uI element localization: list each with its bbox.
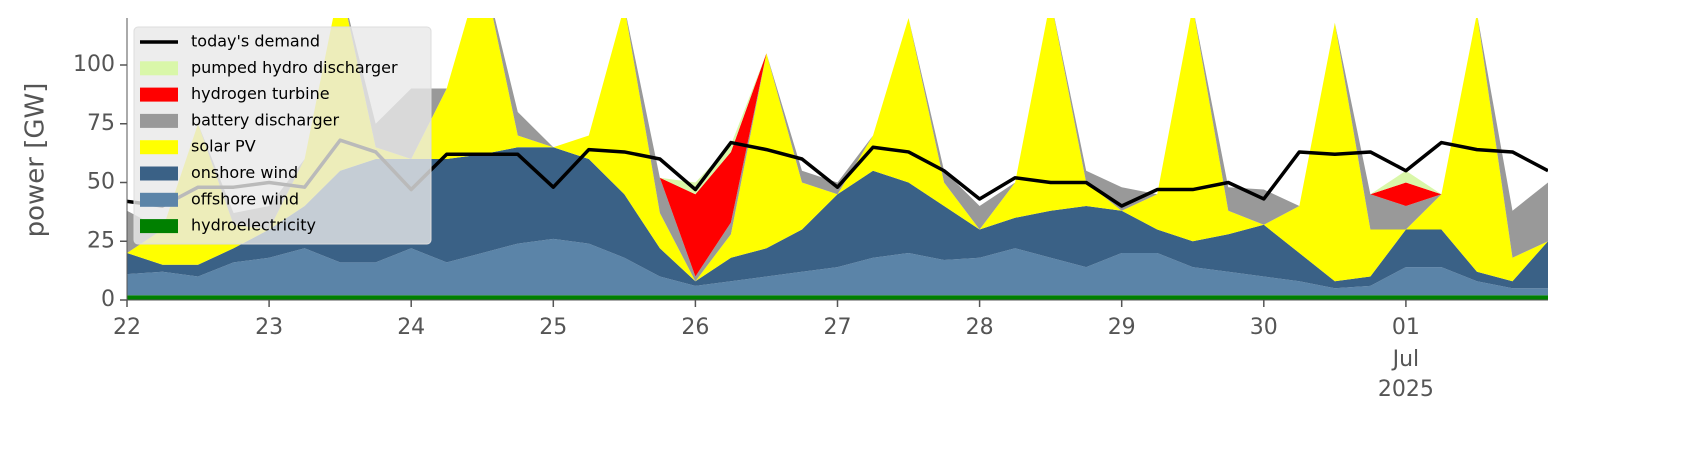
- legend-label: battery discharger: [191, 110, 339, 129]
- x-tick-label: 23: [255, 315, 283, 340]
- legend-label: offshore wind: [191, 189, 299, 208]
- x-tick-label: 27: [824, 315, 852, 340]
- area: [127, 18, 1548, 282]
- legend: today's demand pumped hydro discharger hyd…: [133, 26, 432, 245]
- legend-swatch: [140, 140, 178, 155]
- y-tick-label: 75: [87, 111, 115, 136]
- x-tick-label: 30: [1250, 315, 1278, 340]
- legend-swatch: [140, 166, 178, 181]
- legend-label: hydroelectricity: [191, 216, 316, 235]
- legend-swatch: [140, 192, 178, 207]
- y-tick-label: 25: [87, 228, 115, 253]
- legend-box: [133, 26, 432, 245]
- y-tick-label: 0: [101, 287, 115, 312]
- y-tick-label: 50: [87, 170, 115, 195]
- x-tick-label: 25: [539, 315, 567, 340]
- legend-swatch: [140, 219, 178, 234]
- legend-swatch: [140, 87, 178, 102]
- x-sublabel: 2025: [1378, 377, 1434, 402]
- legend-label: hydrogen turbine: [191, 84, 330, 103]
- x-tick-label: 22: [113, 315, 141, 340]
- legend-label: solar PV: [191, 137, 256, 156]
- legend-swatch: [140, 61, 178, 76]
- x-tick-label: 28: [966, 315, 994, 340]
- x-tick-label: 24: [397, 315, 425, 340]
- axes: 0 25 50 75 100 22 23 24 25 26 27 28 29 30 01 Jul 2025: [73, 18, 1548, 402]
- legend-label: pumped hydro discharger: [191, 58, 398, 77]
- x-tick-label: 26: [681, 315, 709, 340]
- x-sublabel: Jul: [1391, 347, 1420, 372]
- legend-label: today's demand: [191, 32, 320, 51]
- legend-label: onshore wind: [191, 163, 298, 182]
- x-tick-label: 29: [1108, 315, 1136, 340]
- x-tick-label: 01: [1392, 315, 1420, 340]
- area: [127, 147, 1548, 289]
- y-axis-label: power [GW]: [21, 83, 51, 238]
- area: [127, 295, 1548, 300]
- legend-swatch: [140, 113, 178, 128]
- y-tick-label: 100: [73, 52, 115, 77]
